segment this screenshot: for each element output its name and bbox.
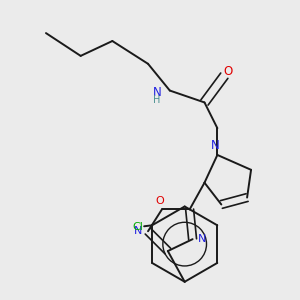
Text: N: N [198, 234, 207, 244]
Text: N: N [134, 226, 142, 236]
Text: O: O [224, 65, 233, 78]
Text: O: O [155, 196, 164, 206]
Text: N: N [211, 139, 220, 152]
Text: Cl: Cl [133, 222, 144, 232]
Text: N: N [153, 86, 161, 99]
Text: H: H [153, 95, 161, 106]
